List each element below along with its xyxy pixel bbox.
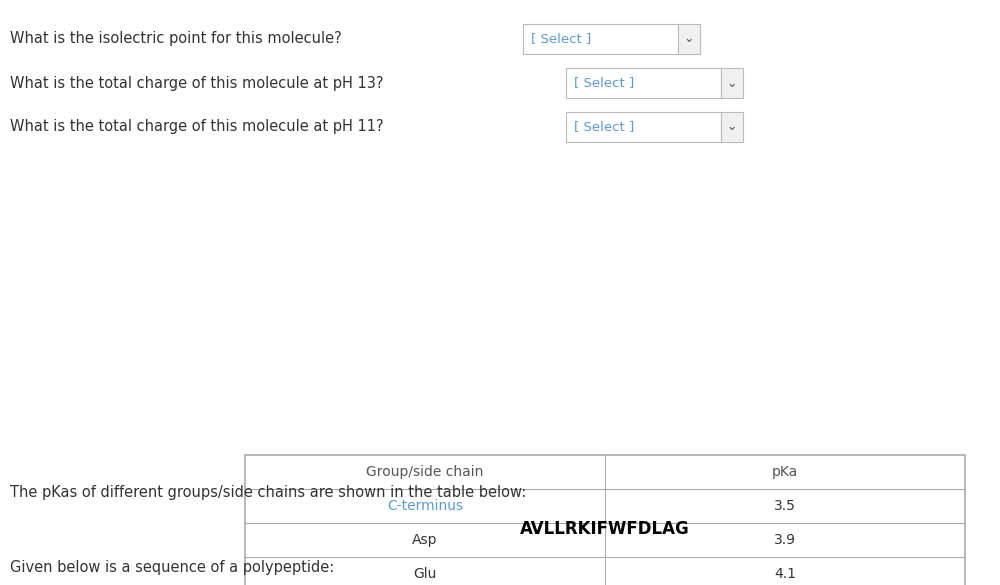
Bar — [678, 24, 700, 54]
Text: What is the total charge of this molecule at pH 11?: What is the total charge of this molecul… — [10, 119, 384, 135]
Text: The pKas of different groups/side chains are shown in the table below:: The pKas of different groups/side chains… — [10, 485, 526, 500]
Text: ⌄: ⌄ — [727, 77, 737, 90]
Text: [ Select ]: [ Select ] — [574, 121, 634, 133]
Text: Glu: Glu — [413, 567, 437, 581]
Bar — [523, 24, 678, 54]
Text: Asp: Asp — [412, 533, 438, 547]
Text: 3.9: 3.9 — [774, 533, 796, 547]
Text: 4.1: 4.1 — [774, 567, 796, 581]
Text: pKa: pKa — [772, 465, 798, 479]
Text: [ Select ]: [ Select ] — [574, 77, 634, 90]
Text: ⌄: ⌄ — [727, 121, 737, 133]
Text: ⌄: ⌄ — [683, 33, 694, 46]
Bar — [245, 455, 965, 585]
Bar — [721, 112, 743, 142]
Text: Group/side chain: Group/side chain — [366, 465, 484, 479]
Text: AVLLRKIFWFDLAG: AVLLRKIFWFDLAG — [520, 520, 690, 538]
Bar — [566, 112, 721, 142]
Text: 3.5: 3.5 — [774, 499, 796, 513]
Text: Given below is a sequence of a polypeptide:: Given below is a sequence of a polypepti… — [10, 560, 334, 575]
Bar — [566, 68, 721, 98]
Text: [ Select ]: [ Select ] — [531, 33, 591, 46]
Text: C-terminus: C-terminus — [387, 499, 463, 513]
Text: What is the isolectric point for this molecule?: What is the isolectric point for this mo… — [10, 32, 342, 46]
Text: What is the total charge of this molecule at pH 13?: What is the total charge of this molecul… — [10, 75, 384, 91]
Bar — [721, 68, 743, 98]
